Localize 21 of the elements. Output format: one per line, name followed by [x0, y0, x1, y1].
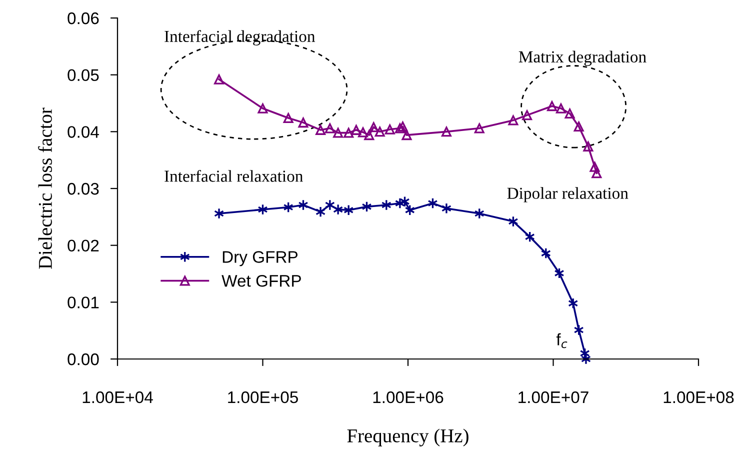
y-tick-label: 0.02 [68, 240, 99, 252]
x-tick-label: 1.00E+05 [228, 391, 298, 404]
y-tick-label: 0.06 [68, 12, 99, 24]
x-tick-label: 1.00E+06 [373, 391, 444, 404]
y-tick-label: 0.00 [68, 353, 99, 366]
annotation: f$_{c}$ [556, 333, 568, 348]
annotation: Matrix degradation [518, 50, 646, 66]
x-tick-label: 1.00E+04 [82, 391, 153, 404]
x-axis-title: Frequency (Hz) [347, 428, 468, 446]
x-tick-label: 1.00E+07 [518, 391, 588, 404]
annotation: Interfacial degradation [164, 30, 316, 46]
y-axis-title: Dielectric loss factor [38, 108, 52, 269]
annotation: Dipolar relaxation [507, 187, 628, 202]
y-tick-label: 0.04 [68, 126, 99, 138]
y-tick-label: 0.03 [68, 182, 99, 195]
legend-label: Wet GFRP [222, 274, 301, 287]
annotation: Interfacial relaxation [164, 170, 303, 182]
y-tick-label: 0.05 [68, 69, 99, 82]
legend-label: Dry GFRP [222, 251, 298, 266]
y-tick-label: 0.01 [68, 296, 99, 308]
x-tick-label: 1.00E+08 [664, 391, 734, 404]
